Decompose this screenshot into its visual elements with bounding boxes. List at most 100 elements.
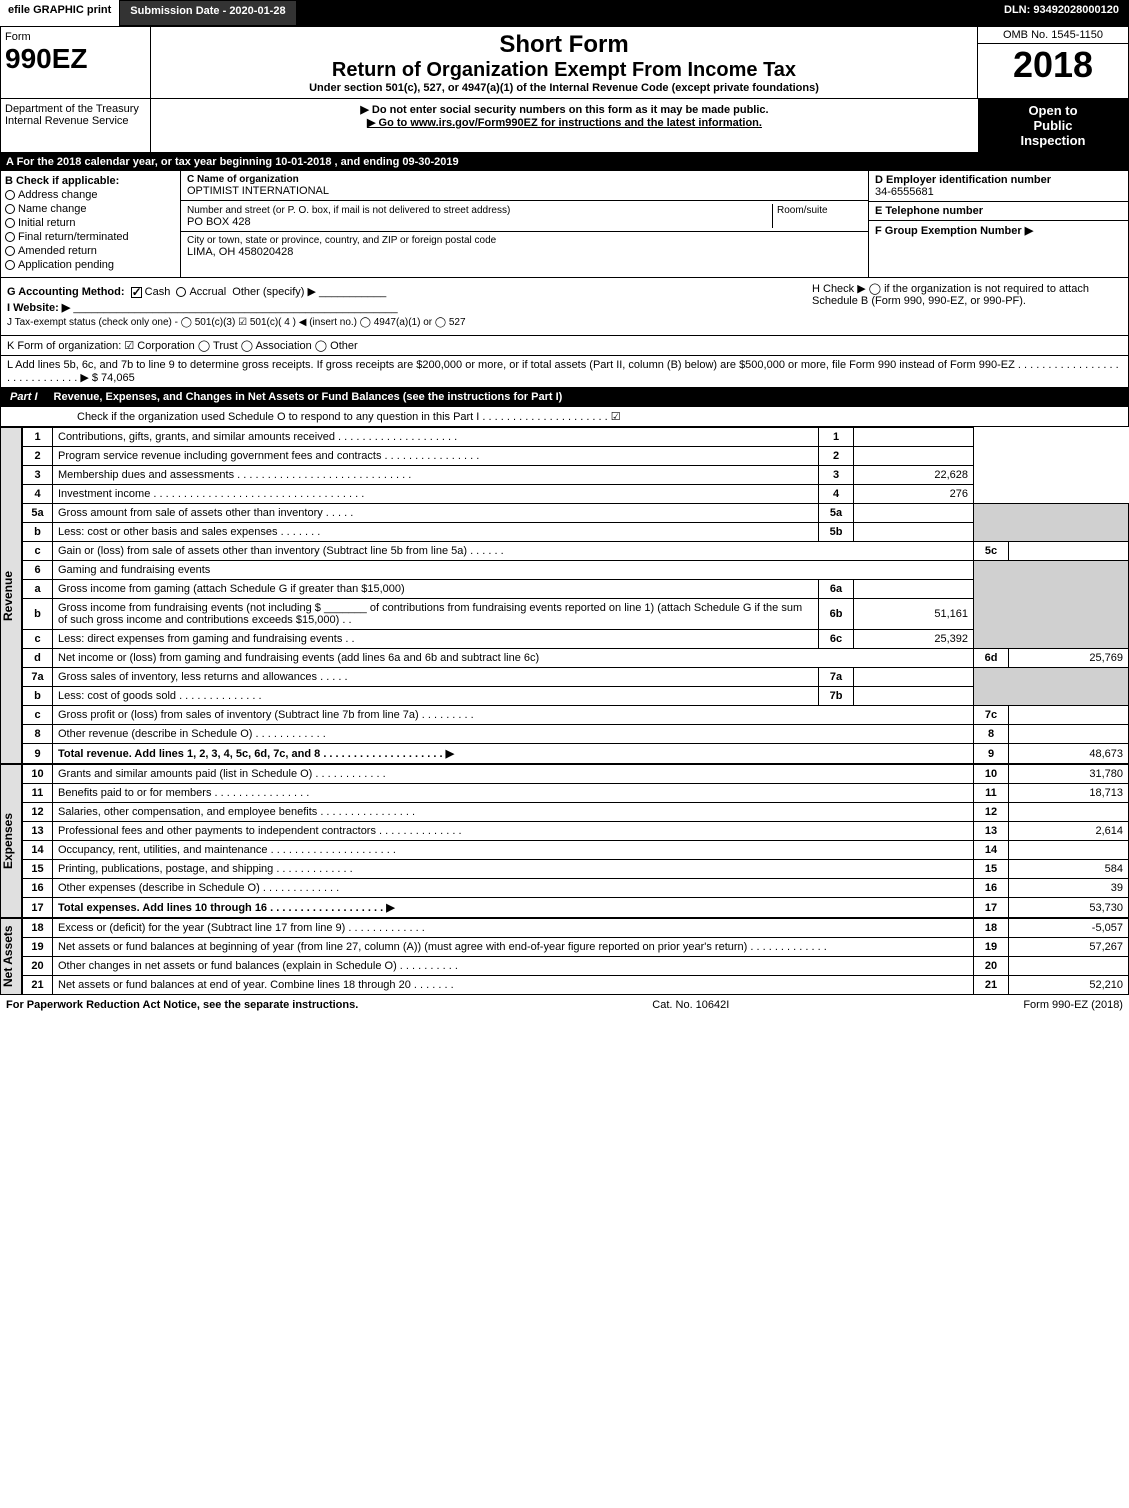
tax-year: 2018 [978, 44, 1128, 86]
section-GHIJK: G Accounting Method: Cash Accrual Other … [0, 278, 1129, 336]
short-form-title: Short Form [159, 31, 969, 59]
line-13: 13Professional fees and other payments t… [23, 822, 1129, 841]
omb-number: OMB No. 1545-1150 [978, 27, 1128, 44]
ld: Benefits paid to or for members . . . . … [53, 784, 974, 803]
shade [974, 668, 1129, 706]
la: 2,614 [1009, 822, 1129, 841]
cat-no: Cat. No. 10642I [652, 999, 729, 1011]
info-row: B Check if applicable: Address change Na… [0, 171, 1129, 278]
la [1009, 957, 1129, 976]
expenses-table: 10Grants and similar amounts paid (list … [22, 764, 1129, 918]
line-4: 4Investment income . . . . . . . . . . .… [23, 485, 1129, 504]
part-I-sub: Check if the organization used Schedule … [0, 406, 1129, 427]
line-9: 9Total revenue. Add lines 1, 2, 3, 4, 5c… [23, 744, 1129, 764]
lb: 15 [974, 860, 1009, 879]
lsb: 6b [819, 599, 854, 630]
lb: 8 [974, 725, 1009, 744]
chk-label: Name change [18, 203, 87, 215]
line-6a: aGross income from gaming (attach Schedu… [23, 580, 1129, 599]
la [1009, 841, 1129, 860]
instructions-box: ▶ Do not enter social security numbers o… [151, 99, 978, 152]
section-DEF: D Employer identification number 34-6555… [868, 171, 1128, 277]
line-6: 6Gaming and fundraising events [23, 561, 1129, 580]
ln: 3 [23, 466, 53, 485]
ld: Printing, publications, postage, and shi… [53, 860, 974, 879]
inspection-box: Open to Public Inspection [978, 99, 1128, 152]
row-J: J Tax-exempt status (check only one) - ◯… [7, 317, 1122, 328]
form-ref: Form 990-EZ (2018) [1023, 999, 1123, 1011]
chk-application-pending[interactable]: Application pending [5, 259, 176, 271]
revenue-table: 1Contributions, gifts, grants, and simil… [22, 427, 1129, 764]
city-value: LIMA, OH 458020428 [187, 246, 862, 258]
ln: 2 [23, 447, 53, 466]
city-label: City or town, state or province, country… [187, 235, 862, 246]
G-label: G Accounting Method: [7, 286, 125, 298]
line-16: 16Other expenses (describe in Schedule O… [23, 879, 1129, 898]
chk-label: Amended return [18, 245, 97, 257]
line-12: 12Salaries, other compensation, and empl… [23, 803, 1129, 822]
dept-row: Department of the Treasury Internal Reve… [0, 99, 1129, 153]
chk-accrual[interactable] [176, 287, 186, 297]
ld: Gaming and fundraising events [53, 561, 974, 580]
la: 48,673 [1009, 744, 1129, 764]
lsb: 5b [819, 523, 854, 542]
section-C: C Name of organization OPTIMIST INTERNAT… [181, 171, 868, 277]
ld: Less: direct expenses from gaming and fu… [53, 630, 819, 649]
line-6d: dNet income or (loss) from gaming and fu… [23, 649, 1129, 668]
ln: 5a [23, 504, 53, 523]
ln: c [23, 630, 53, 649]
chk-label: Application pending [18, 259, 114, 271]
line-6b: bGross income from fundraising events (n… [23, 599, 1129, 630]
F-label: F Group Exemption Number ▶ [875, 224, 1122, 237]
ld: Investment income . . . . . . . . . . . … [53, 485, 819, 504]
lb: 20 [974, 957, 1009, 976]
la: 18,713 [1009, 784, 1129, 803]
lsa: 25,392 [854, 630, 974, 649]
return-title: Return of Organization Exempt From Incom… [159, 59, 969, 82]
chk-address-change[interactable]: Address change [5, 189, 176, 201]
open-to: Open to [982, 103, 1124, 118]
B-title: B Check if applicable: [5, 175, 176, 187]
chk-initial-return[interactable]: Initial return [5, 217, 176, 229]
part-I-title: Revenue, Expenses, and Changes in Net As… [48, 388, 1129, 406]
D-value: 34-6555681 [875, 186, 1122, 198]
line-7a: 7aGross sales of inventory, less returns… [23, 668, 1129, 687]
form-label: Form [5, 31, 146, 43]
ln: a [23, 580, 53, 599]
F-group-exemption: F Group Exemption Number ▶ [869, 221, 1128, 240]
ld: Net assets or fund balances at end of ye… [53, 976, 974, 995]
lb: 3 [819, 466, 854, 485]
la: 52,210 [1009, 976, 1129, 995]
lb: 14 [974, 841, 1009, 860]
chk-amended-return[interactable]: Amended return [5, 245, 176, 257]
ld: Gain or (loss) from sale of assets other… [53, 542, 974, 561]
ld: Gross amount from sale of assets other t… [58, 507, 353, 519]
line-10: 10Grants and similar amounts paid (list … [23, 765, 1129, 784]
chk-name-change[interactable]: Name change [5, 203, 176, 215]
section-subtitle: Under section 501(c), 527, or 4947(a)(1)… [159, 82, 969, 94]
lb: 13 [974, 822, 1009, 841]
la: 25,769 [1009, 649, 1129, 668]
chk-cash[interactable] [131, 287, 142, 298]
line-7b: bLess: cost of goods sold . . . . . . . … [23, 687, 1129, 706]
chk-label: Final return/terminated [18, 231, 129, 243]
spacer [297, 0, 994, 26]
ln: b [23, 523, 53, 542]
paperwork-notice: For Paperwork Reduction Act Notice, see … [6, 999, 358, 1011]
lb: 12 [974, 803, 1009, 822]
lb: 1 [819, 428, 854, 447]
chk-final-return[interactable]: Final return/terminated [5, 231, 176, 243]
lb: 9 [974, 744, 1009, 764]
ld: Gross income from gaming (attach Schedul… [53, 580, 819, 599]
lsa [854, 580, 974, 599]
line-5c: cGain or (loss) from sale of assets othe… [23, 542, 1129, 561]
la [854, 428, 974, 447]
ln: 18 [23, 919, 53, 938]
lsa [854, 504, 974, 523]
row-K: K Form of organization: ☑ Corporation ◯ … [0, 336, 1129, 356]
ln: 8 [23, 725, 53, 744]
ld: Other changes in net assets or fund bala… [53, 957, 974, 976]
section-net-assets: Net Assets 18Excess or (deficit) for the… [0, 918, 1129, 995]
ln: b [23, 687, 53, 706]
ld: Gross profit or (loss) from sales of inv… [53, 706, 974, 725]
